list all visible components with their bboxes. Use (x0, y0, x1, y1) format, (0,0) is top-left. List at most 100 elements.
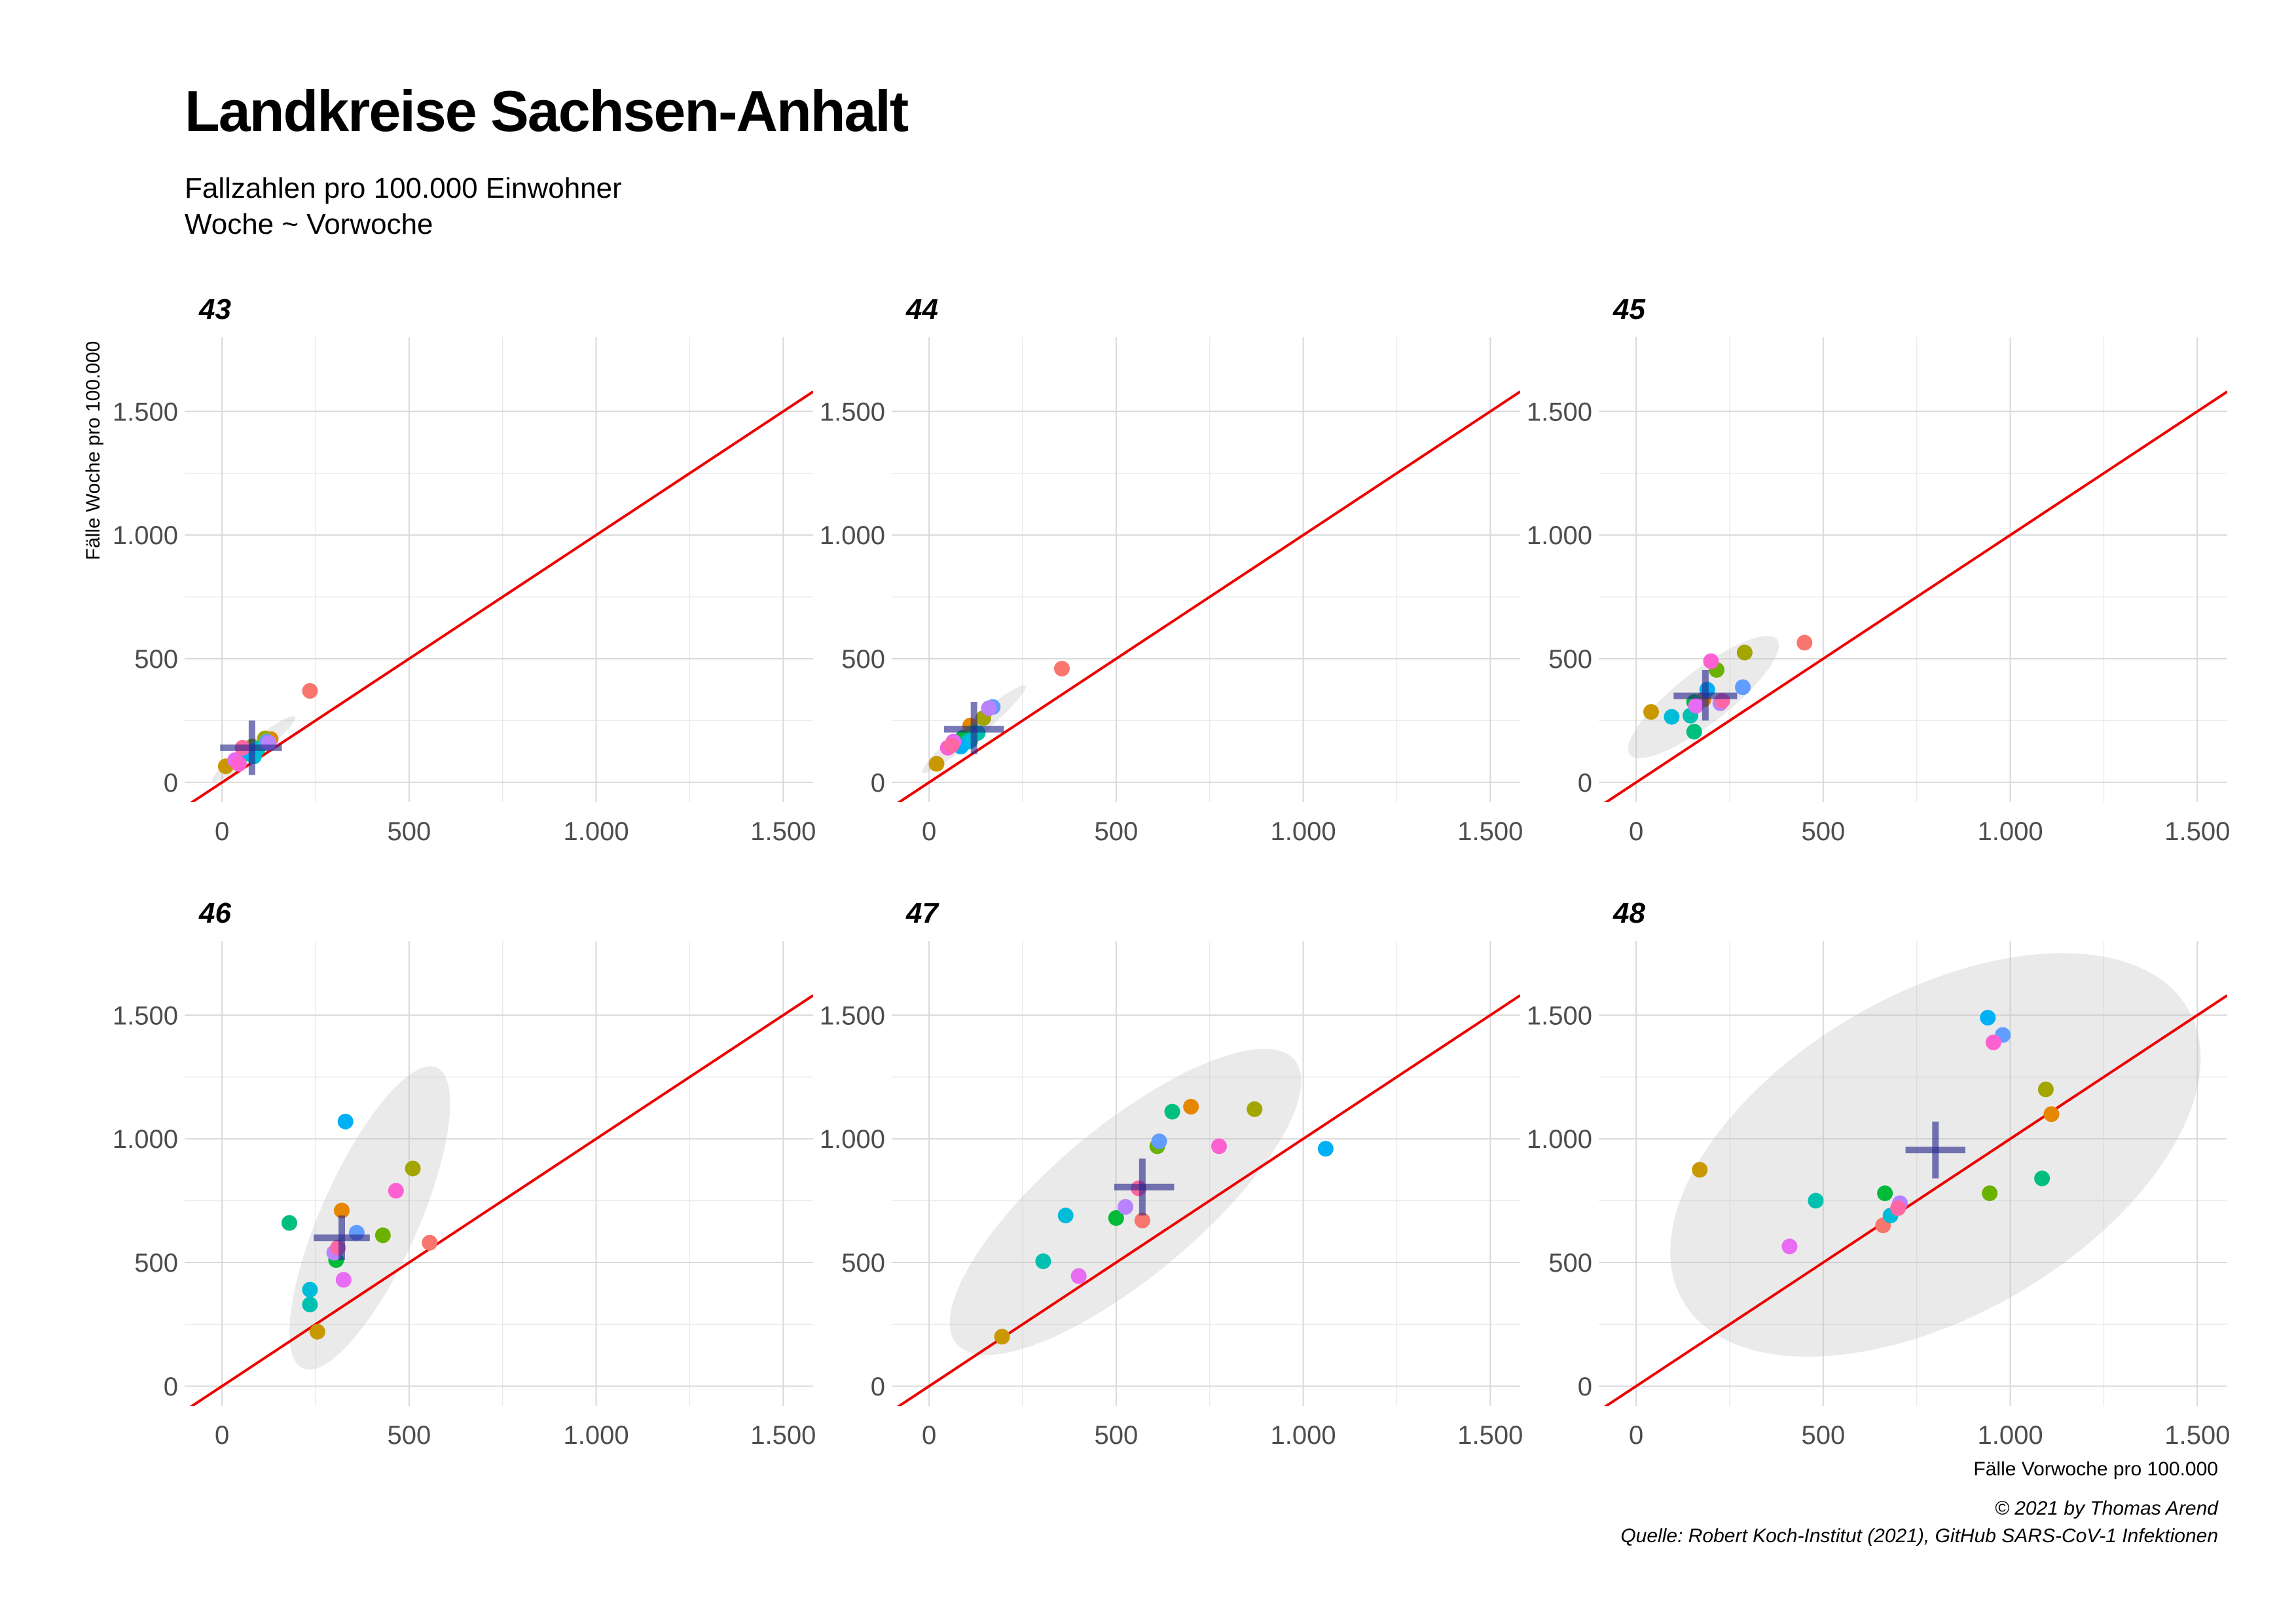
data-point (981, 700, 997, 716)
x-tick-label: 500 (1094, 817, 1138, 846)
x-tick-label: 1.500 (1457, 817, 1523, 846)
data-point (928, 756, 945, 772)
plot-area (1603, 953, 2227, 1406)
data-point (405, 1160, 421, 1177)
data-point (2037, 1081, 2054, 1098)
y-tick-label: 0 (871, 1373, 885, 1401)
chart-title: Landkreise Sachsen-Anhalt (185, 79, 909, 143)
data-point (1808, 1192, 1824, 1209)
data-point (334, 1202, 350, 1219)
data-point (1735, 679, 1751, 695)
data-point (1982, 1185, 1998, 1202)
data-point (1686, 724, 1702, 740)
y-tick-label: 1.500 (1527, 1001, 1592, 1030)
x-tick-label: 500 (1801, 1421, 1845, 1450)
data-point (282, 1215, 297, 1231)
data-point (1980, 1010, 1996, 1026)
x-tick-label: 0 (1629, 1421, 1643, 1450)
y-tick-label: 1.000 (1527, 1125, 1592, 1154)
facet-panel-48: 48 0 500 1.000 1.500 0 500 1.000 1.500 (1527, 897, 2230, 1450)
reference-line (896, 994, 1520, 1406)
y-tick-label: 1.500 (1527, 397, 1592, 426)
x-tick-label: 0 (1629, 817, 1643, 846)
facet-label-43: 43 (198, 293, 231, 325)
y-tick-label: 1.500 (113, 397, 178, 426)
data-point (374, 1227, 391, 1244)
x-tick-label: 500 (1801, 817, 1845, 846)
plot-area (189, 994, 813, 1406)
y-tick-label: 0 (164, 1373, 178, 1401)
data-point (1877, 1185, 1893, 1202)
facet-label-47: 47 (905, 897, 939, 929)
data-point (1890, 1200, 1906, 1216)
data-point (1070, 1268, 1087, 1284)
facet-panel-47: 47 0 500 1.000 1.500 0 500 1.000 1.500 (820, 897, 1523, 1450)
x-tick-label: 1.000 (1978, 1421, 2043, 1450)
plot-area (896, 994, 1520, 1406)
y-tick-label: 0 (1578, 1373, 1592, 1401)
y-tick-label: 1.000 (113, 521, 178, 550)
y-tick-label: 1.500 (113, 1001, 178, 1030)
y-tick-label: 1.500 (820, 397, 885, 426)
x-tick-label: 1.500 (750, 817, 816, 846)
x-tick-label: 1.500 (2164, 1421, 2230, 1450)
x-tick-label: 0 (922, 1421, 936, 1450)
x-tick-label: 1.000 (1978, 817, 2043, 846)
confidence-ellipse (289, 1066, 450, 1370)
data-point (302, 1297, 318, 1313)
y-tick-label: 0 (164, 769, 178, 798)
y-tick-label: 0 (1578, 769, 1592, 798)
y-tick-label: 1.000 (820, 521, 885, 550)
data-point (1796, 635, 1813, 651)
grid-lines (185, 337, 813, 802)
data-point (388, 1183, 404, 1199)
data-point (422, 1234, 438, 1251)
data-point (1118, 1198, 1134, 1215)
data-point (309, 1323, 325, 1340)
facet-panel-44: 44 0 500 1.000 1.500 0 500 1.000 1.500 (820, 293, 1523, 846)
x-tick-label: 500 (387, 817, 431, 846)
facet-panel-45: 45 0 500 1.000 1.500 0 500 1.000 1.500 (1527, 293, 2230, 846)
y-tick-label: 500 (134, 1249, 178, 1278)
data-point (1664, 709, 1680, 725)
data-point (1211, 1138, 1227, 1154)
facet-label-46: 46 (198, 897, 231, 929)
facet-label-45: 45 (1613, 293, 1645, 325)
facet-panel-46: 46 0 500 1.000 1.500 0 500 1.000 1.500 (113, 897, 816, 1450)
reference-line (189, 390, 813, 802)
x-tick-label: 500 (1094, 1421, 1138, 1450)
y-axis-label: Fälle Woche pro 100.000 (82, 341, 104, 561)
plot-area (896, 390, 1520, 802)
y-tick-label: 500 (841, 1249, 885, 1278)
x-tick-label: 500 (387, 1421, 431, 1450)
data-point (1164, 1103, 1180, 1120)
data-point (1035, 1253, 1051, 1270)
data-point (335, 1272, 352, 1288)
y-tick-label: 1.500 (820, 1001, 885, 1030)
reference-line (1603, 994, 2227, 1406)
chart-subtitle-line-2: Woche ~ Vorwoche (185, 208, 433, 240)
y-tick-label: 500 (134, 645, 178, 674)
data-point (302, 683, 318, 699)
x-tick-label: 1.000 (1271, 1421, 1336, 1450)
plot-area (189, 390, 813, 802)
data-point (1247, 1101, 1263, 1117)
grid-lines (892, 941, 1520, 1406)
grid-lines (1599, 941, 2227, 1406)
y-tick-label: 1.000 (113, 1125, 178, 1154)
data-point (1108, 1209, 1124, 1226)
data-point (1781, 1238, 1798, 1255)
x-tick-label: 1.500 (750, 1421, 816, 1450)
data-point (994, 1329, 1010, 1345)
x-tick-label: 1.000 (1271, 817, 1336, 846)
x-tick-label: 0 (215, 817, 229, 846)
data-point (1703, 653, 1719, 669)
data-point (1151, 1133, 1167, 1149)
data-point (230, 756, 247, 772)
data-point (943, 737, 960, 754)
x-tick-label: 1.500 (1457, 1421, 1523, 1450)
data-point (1134, 1212, 1150, 1228)
x-tick-label: 1.500 (2164, 817, 2230, 846)
caption-source: Quelle: Robert Koch-Institut (2021), Git… (1620, 1525, 2218, 1547)
